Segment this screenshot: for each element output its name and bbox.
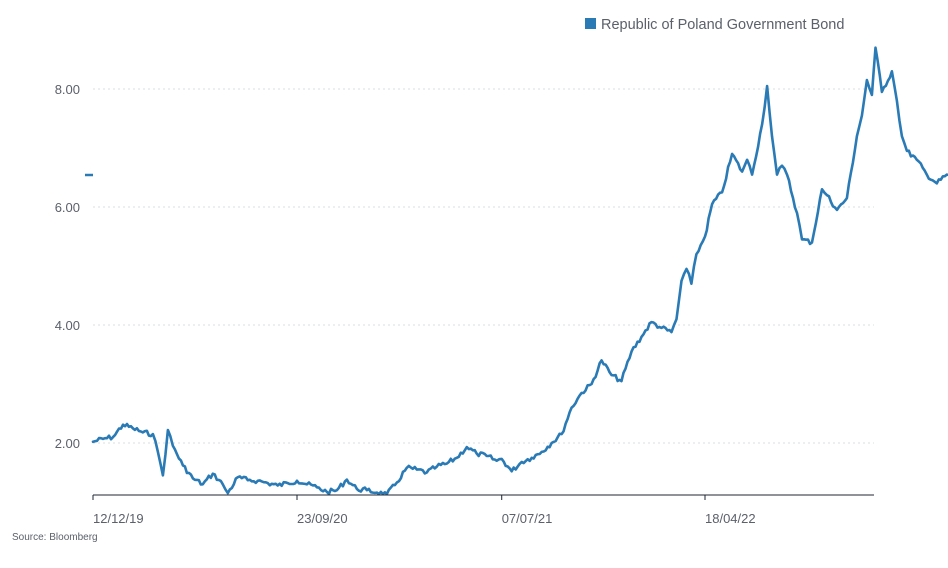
legend-swatch <box>585 18 596 29</box>
y-tick-label: 2.00 <box>55 436 80 451</box>
source-note: Source: Bloomberg <box>12 532 98 543</box>
x-tick-label: 23/09/20 <box>297 511 348 526</box>
legend-label: Republic of Poland Government Bond <box>601 17 844 33</box>
series-layer <box>91 46 948 496</box>
x-tick-label: 12/12/19 <box>93 511 144 526</box>
series-line-0 <box>91 46 948 496</box>
y-tick-label: 8.00 <box>55 82 80 97</box>
x-tick-label: 07/07/21 <box>502 511 553 526</box>
y-tick-label: 4.00 <box>55 318 80 333</box>
x-tick-label: 18/04/22 <box>705 511 756 526</box>
legend[interactable]: Republic of Poland Government Bond <box>585 17 844 33</box>
x-axis-ticks: 12/12/19 23/09/20 07/07/21 18/04/22 <box>92 495 756 526</box>
gridlines <box>93 88 874 444</box>
y-tick-label: 6.00 <box>55 200 80 215</box>
y-axis-ticks: 2.00 4.00 6.00 8.00 <box>55 82 80 451</box>
